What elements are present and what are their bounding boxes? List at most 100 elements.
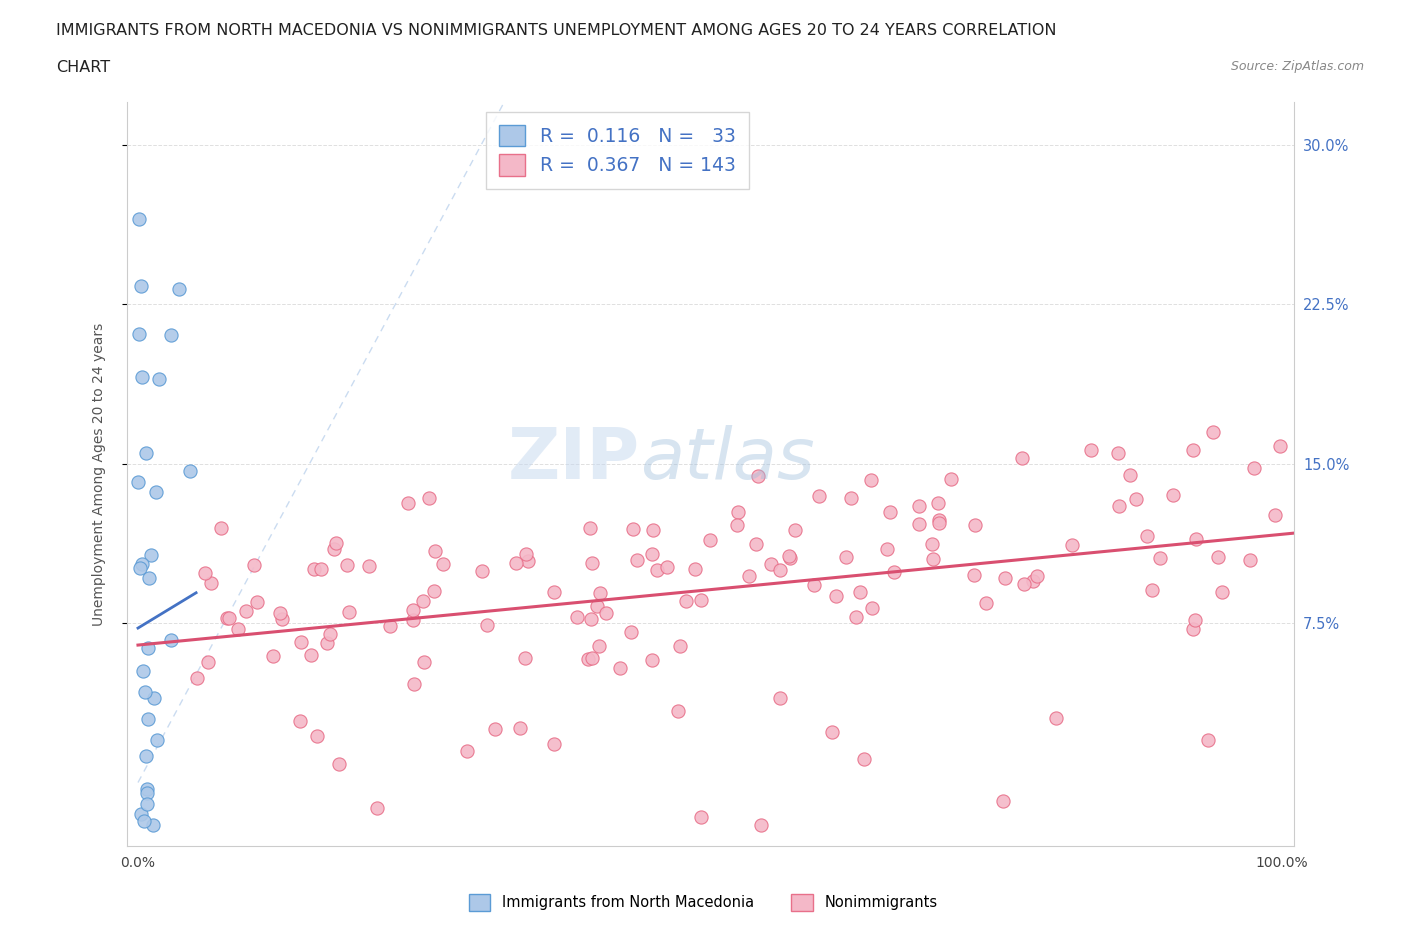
- Point: [477, 618, 499, 632]
- Point: [641, 523, 664, 538]
- Point: [134, 684, 156, 699]
- Point: [1270, 439, 1292, 454]
- Point: [690, 810, 713, 825]
- Point: [316, 635, 339, 650]
- Point: [243, 558, 266, 573]
- Point: [1136, 528, 1159, 543]
- Point: [1185, 531, 1208, 546]
- Point: [200, 576, 222, 591]
- Point: [807, 489, 830, 504]
- Point: [825, 588, 848, 603]
- Point: [1014, 577, 1036, 591]
- Point: [1202, 424, 1225, 439]
- Point: [620, 625, 643, 640]
- Point: [288, 713, 311, 728]
- Point: [727, 504, 749, 519]
- Point: [305, 728, 328, 743]
- Point: [876, 541, 898, 556]
- Point: [418, 490, 440, 505]
- Point: [727, 517, 749, 532]
- Point: [1140, 582, 1163, 597]
- Point: [129, 561, 152, 576]
- Point: [1108, 498, 1130, 513]
- Text: Source: ZipAtlas.com: Source: ZipAtlas.com: [1230, 60, 1364, 73]
- Point: [218, 610, 240, 625]
- Point: [853, 751, 876, 766]
- Point: [1045, 711, 1067, 726]
- Point: [127, 474, 149, 489]
- Point: [194, 565, 217, 580]
- Point: [1080, 443, 1102, 458]
- Point: [325, 536, 347, 551]
- Point: [302, 562, 325, 577]
- Point: [849, 584, 872, 599]
- Point: [1026, 569, 1049, 584]
- Point: [928, 515, 950, 530]
- Point: [142, 817, 165, 832]
- Point: [675, 594, 697, 609]
- Point: [640, 653, 662, 668]
- Point: [319, 627, 342, 642]
- Legend: R =  0.116   N =   33, R =  0.367   N = 143: R = 0.116 N = 33, R = 0.367 N = 143: [486, 112, 749, 189]
- Point: [1149, 551, 1171, 565]
- Point: [516, 553, 538, 568]
- Point: [378, 618, 401, 633]
- Point: [1184, 613, 1206, 628]
- Legend: Immigrants from North Macedonia, Nonimmigrants: Immigrants from North Macedonia, Nonimmi…: [461, 886, 945, 918]
- Point: [579, 612, 602, 627]
- Point: [845, 609, 868, 624]
- Point: [160, 633, 183, 648]
- Point: [683, 561, 706, 576]
- Point: [131, 369, 153, 384]
- Point: [626, 552, 648, 567]
- Point: [136, 711, 159, 726]
- Point: [907, 517, 929, 532]
- Point: [505, 556, 527, 571]
- Point: [994, 570, 1017, 585]
- Point: [779, 551, 801, 565]
- Point: [1206, 550, 1229, 565]
- Point: [543, 584, 565, 599]
- Point: [565, 609, 588, 624]
- Point: [262, 648, 284, 663]
- Point: [963, 567, 986, 582]
- Point: [179, 463, 201, 478]
- Point: [738, 569, 761, 584]
- Point: [366, 801, 388, 816]
- Point: [666, 704, 689, 719]
- Point: [669, 639, 692, 654]
- Point: [941, 472, 963, 486]
- Point: [769, 691, 792, 706]
- Point: [129, 807, 152, 822]
- Point: [641, 546, 664, 561]
- Point: [689, 592, 711, 607]
- Point: [209, 521, 232, 536]
- Point: [484, 722, 506, 737]
- Point: [747, 469, 769, 484]
- Point: [396, 496, 419, 511]
- Point: [803, 578, 825, 592]
- Point: [139, 547, 162, 562]
- Point: [1264, 508, 1286, 523]
- Point: [335, 558, 357, 573]
- Point: [761, 557, 783, 572]
- Point: [859, 472, 882, 487]
- Point: [835, 550, 858, 565]
- Point: [402, 603, 425, 618]
- Point: [1022, 573, 1045, 588]
- Point: [609, 661, 631, 676]
- Text: IMMIGRANTS FROM NORTH MACEDONIA VS NONIMMIGRANTS UNEMPLOYMENT AMONG AGES 20 TO 2: IMMIGRANTS FROM NORTH MACEDONIA VS NONIM…: [56, 23, 1057, 38]
- Point: [974, 596, 997, 611]
- Point: [471, 564, 494, 578]
- Point: [138, 570, 160, 585]
- Y-axis label: Unemployment Among Ages 20 to 24 years: Unemployment Among Ages 20 to 24 years: [91, 323, 105, 626]
- Point: [927, 496, 949, 511]
- Point: [778, 549, 800, 564]
- Point: [148, 371, 170, 386]
- Point: [138, 867, 160, 882]
- Text: ZIP: ZIP: [508, 425, 640, 494]
- Point: [579, 521, 602, 536]
- Point: [149, 927, 172, 930]
- Point: [134, 814, 156, 829]
- Point: [586, 598, 609, 613]
